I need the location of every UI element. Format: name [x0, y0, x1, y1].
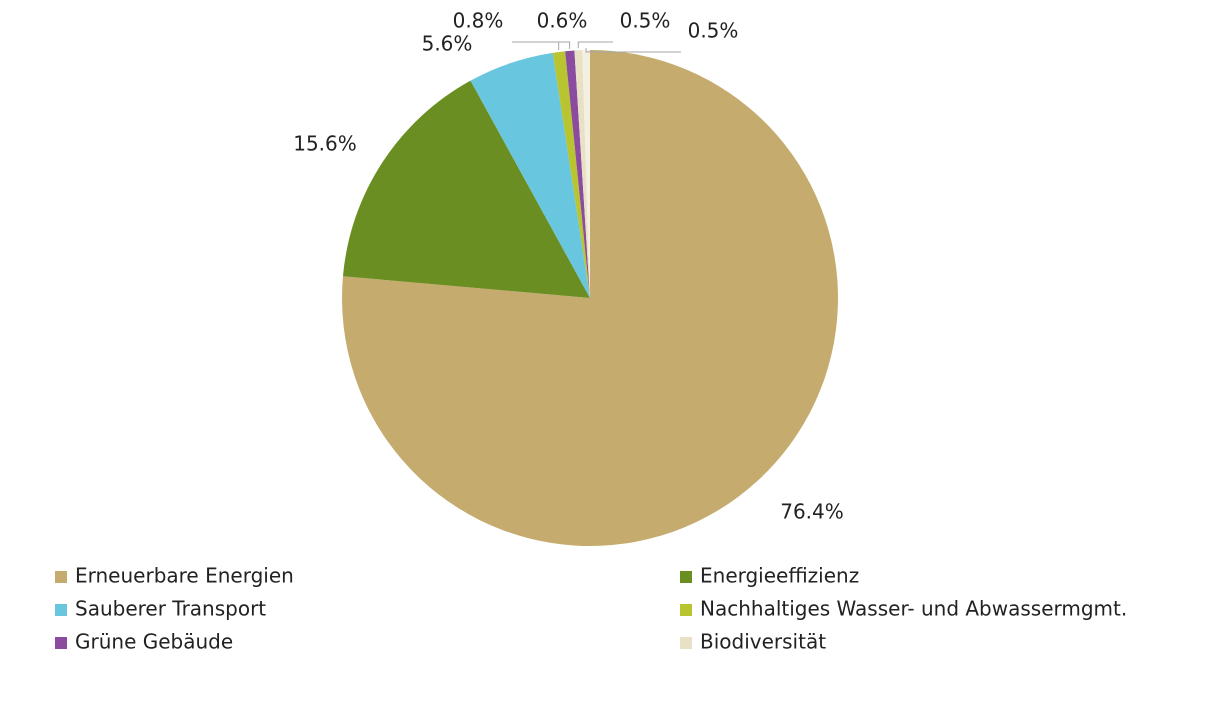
- legend-label: Energieeffizienz: [700, 564, 859, 588]
- legend-label: Grüne Gebäude: [75, 630, 233, 654]
- legend-label: Sauberer Transport: [75, 597, 266, 621]
- pie-slice: [582, 50, 590, 298]
- legend-swatch: [680, 637, 692, 649]
- leader-line: [512, 41, 560, 50]
- leader-line: [577, 41, 613, 49]
- leader-line: [585, 48, 681, 53]
- data-label: 76.4%: [780, 500, 844, 524]
- legend-swatch: [55, 571, 67, 583]
- data-label: 0.5%: [620, 9, 671, 33]
- leader-line: [530, 41, 571, 49]
- data-label: 0.5%: [688, 19, 739, 43]
- pie-slice: [565, 50, 590, 298]
- legend-swatch: [680, 571, 692, 583]
- pie-slice: [342, 80, 590, 299]
- legend-swatch: [680, 604, 692, 616]
- pie-slice: [574, 50, 590, 298]
- pie-slice: [552, 51, 590, 298]
- data-label: 0.8%: [453, 9, 504, 33]
- legend-label: Nachhaltiges Wasser- und Abwassermgmt.: [700, 597, 1127, 621]
- pie-slice: [470, 52, 590, 299]
- data-label: 0.6%: [537, 9, 588, 33]
- legend-label: Erneuerbare Energien: [75, 564, 294, 588]
- legend-label: Biodiversität: [700, 630, 826, 654]
- legend-swatch: [55, 637, 67, 649]
- data-label: 5.6%: [422, 32, 473, 56]
- legend-swatch: [55, 604, 67, 616]
- pie-slice: [341, 50, 838, 547]
- data-label: 15.6%: [293, 132, 357, 156]
